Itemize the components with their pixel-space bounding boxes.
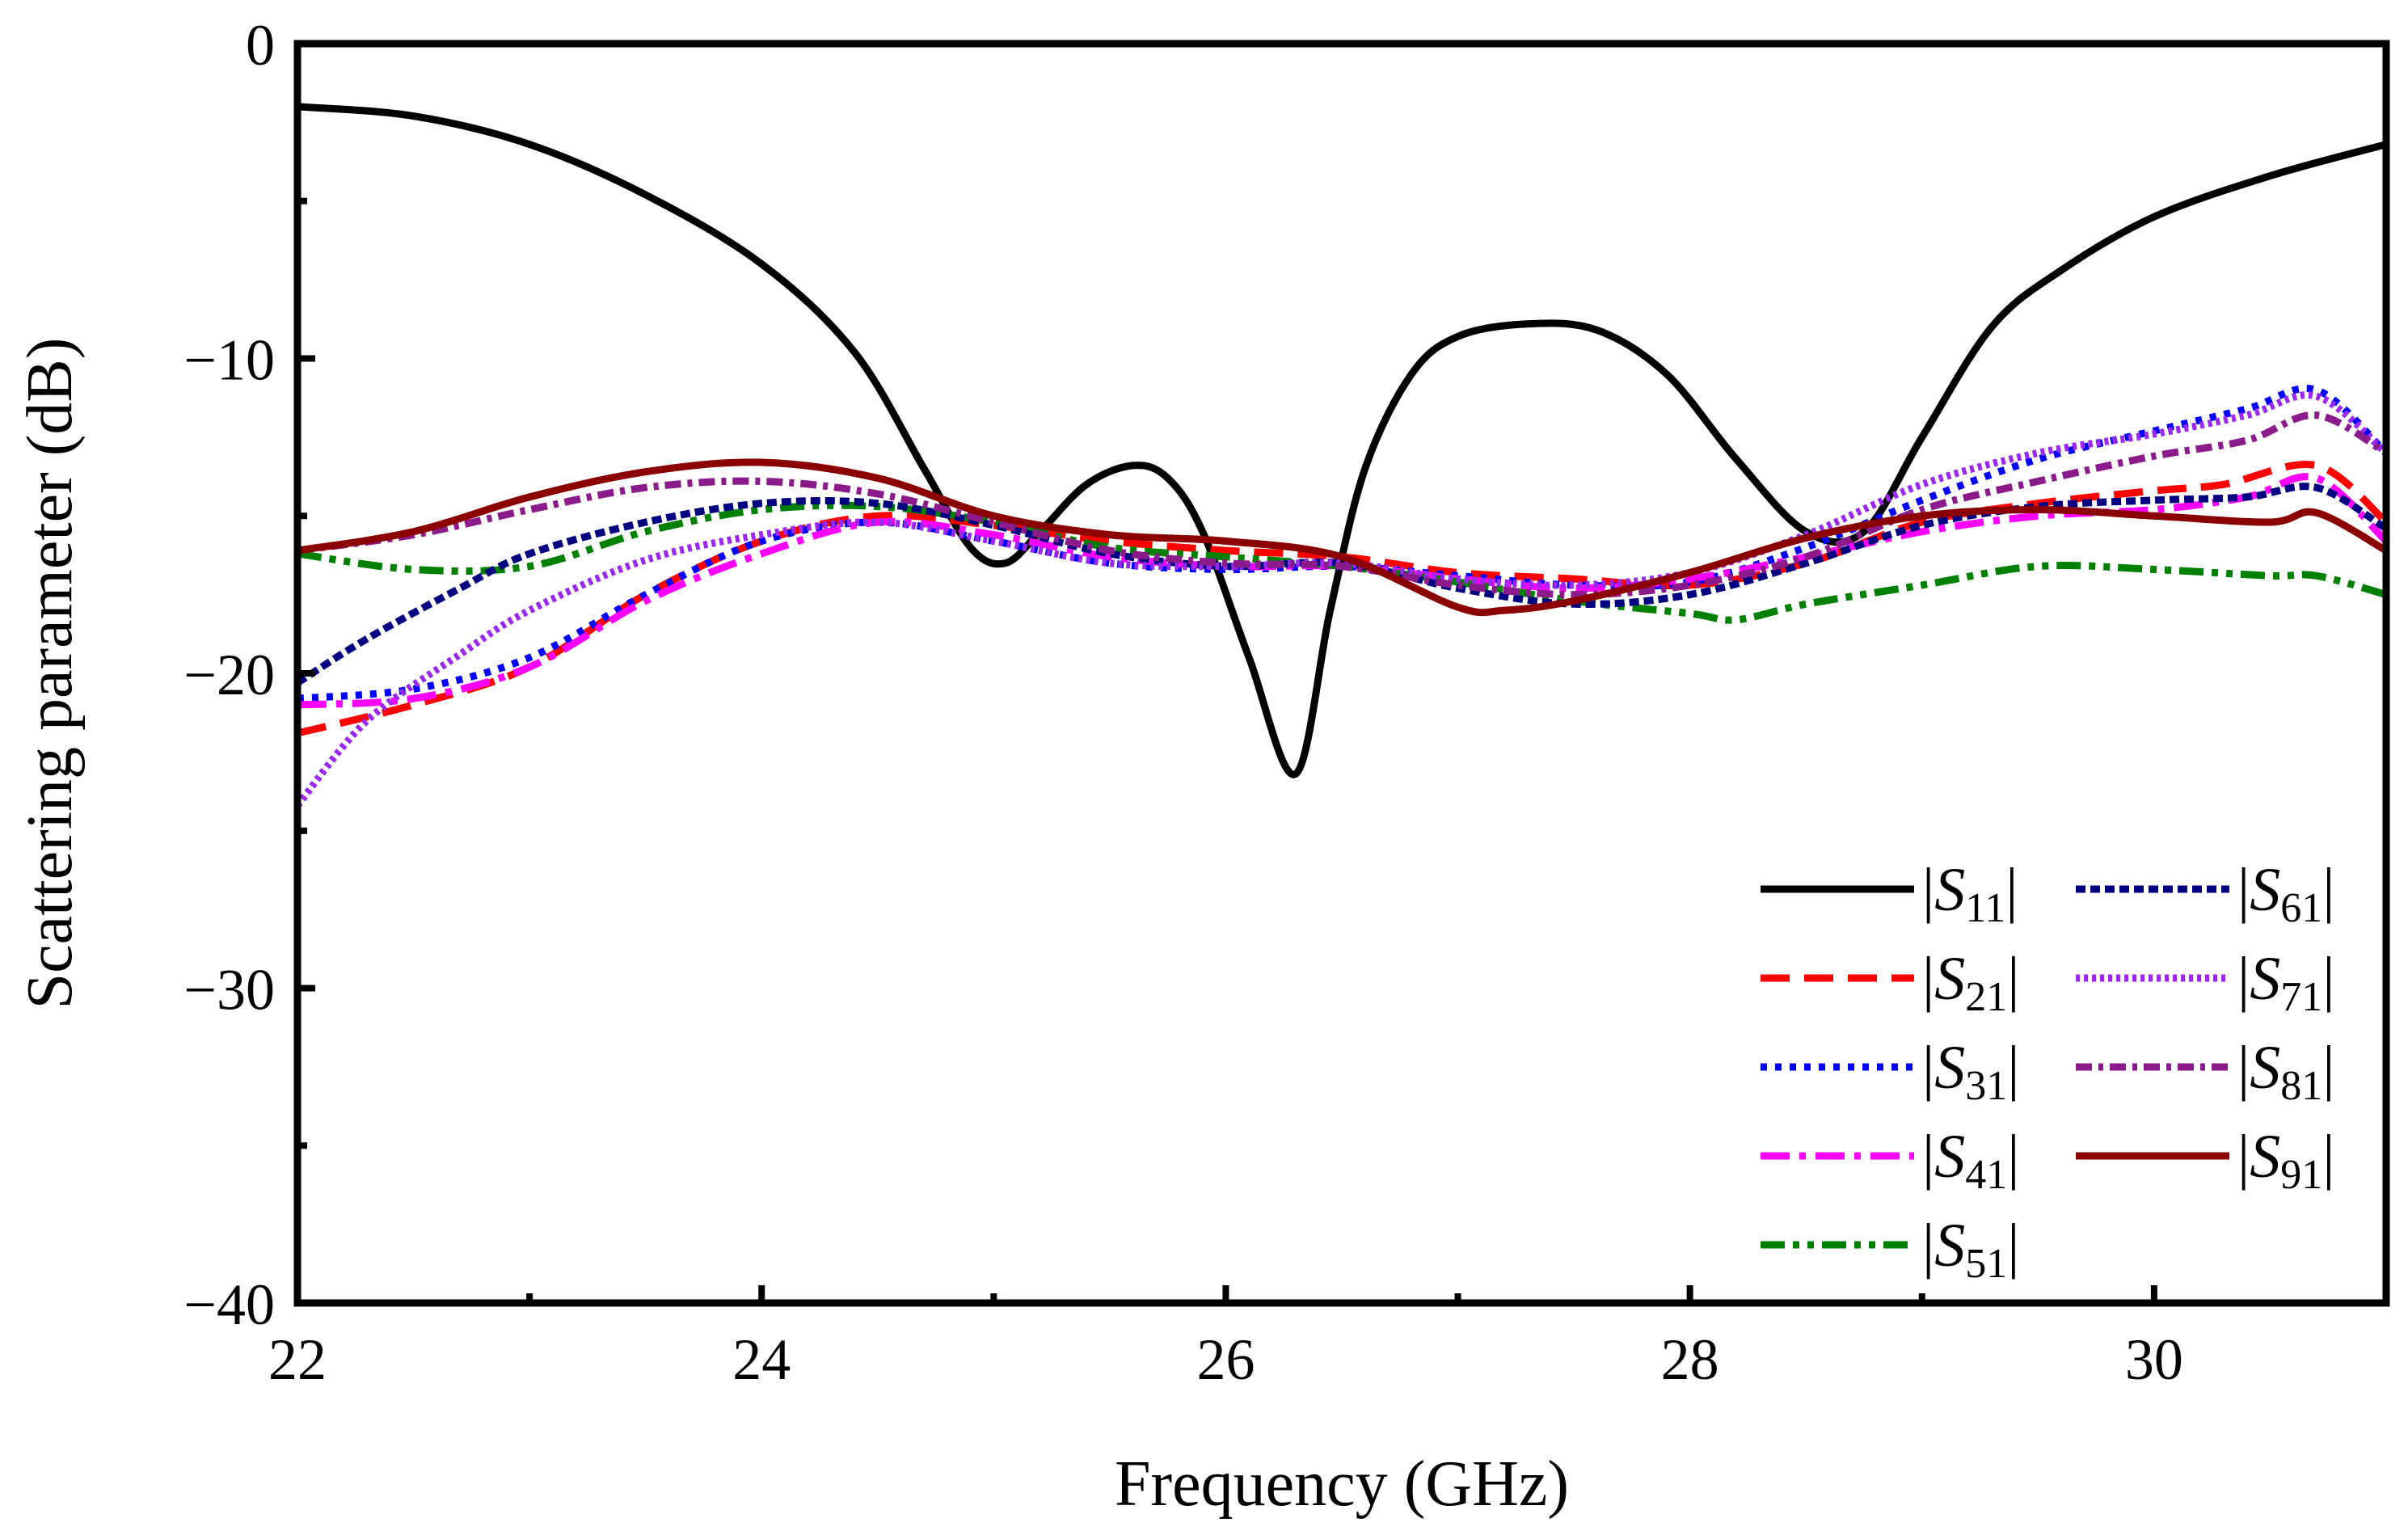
legend-label-s41: |S41| xyxy=(1922,1123,2019,1198)
x-tick-label: 30 xyxy=(2125,1327,2183,1392)
series-line-s61 xyxy=(297,483,2386,686)
ticks-layer: 22 24 26 28 30 0 −10 −20 −30 −40 xyxy=(183,13,2182,1392)
legend: |S11| |S21| |S31| |S41| |S51| |S61| |S71| |S81|… xyxy=(1761,856,2334,1287)
y-tick-label: −40 xyxy=(183,1272,275,1337)
y-tick-label: −10 xyxy=(183,328,275,393)
y-tick-label: −30 xyxy=(183,958,275,1023)
legend-label-s81: |S81| xyxy=(2237,1034,2334,1109)
plot-frame xyxy=(293,40,2390,1307)
series-layer xyxy=(297,103,2386,808)
legend-label-s31: |S31| xyxy=(1922,1034,2019,1109)
legend-label-s91: |S91| xyxy=(2237,1123,2334,1198)
y-axis-title: Scattering parameter (dB) xyxy=(15,338,86,1010)
y-tick-label: −20 xyxy=(183,643,275,707)
legend-label-s61: |S61| xyxy=(2237,856,2334,931)
y-tick-label: 0 xyxy=(246,13,275,78)
series-line-s71 xyxy=(297,391,2386,808)
series-line-s11 xyxy=(297,103,2386,778)
x-tick-label: 24 xyxy=(732,1327,791,1392)
legend-label-s51: |S51| xyxy=(1922,1212,2019,1287)
series-line-s31 xyxy=(297,385,2386,702)
series-line-s21 xyxy=(297,461,2386,737)
x-tick-label: 28 xyxy=(1661,1327,1719,1392)
legend-label-s21: |S21| xyxy=(1922,945,2019,1020)
x-tick-label: 26 xyxy=(1196,1327,1255,1392)
x-axis-title: Frequency (GHz) xyxy=(1115,1449,1569,1520)
legend-label-s11: |S11| xyxy=(1922,856,2018,931)
legend-label-s71: |S71| xyxy=(2237,945,2334,1020)
x-tick-label: 22 xyxy=(268,1327,327,1392)
series-line-s91 xyxy=(297,458,2386,617)
